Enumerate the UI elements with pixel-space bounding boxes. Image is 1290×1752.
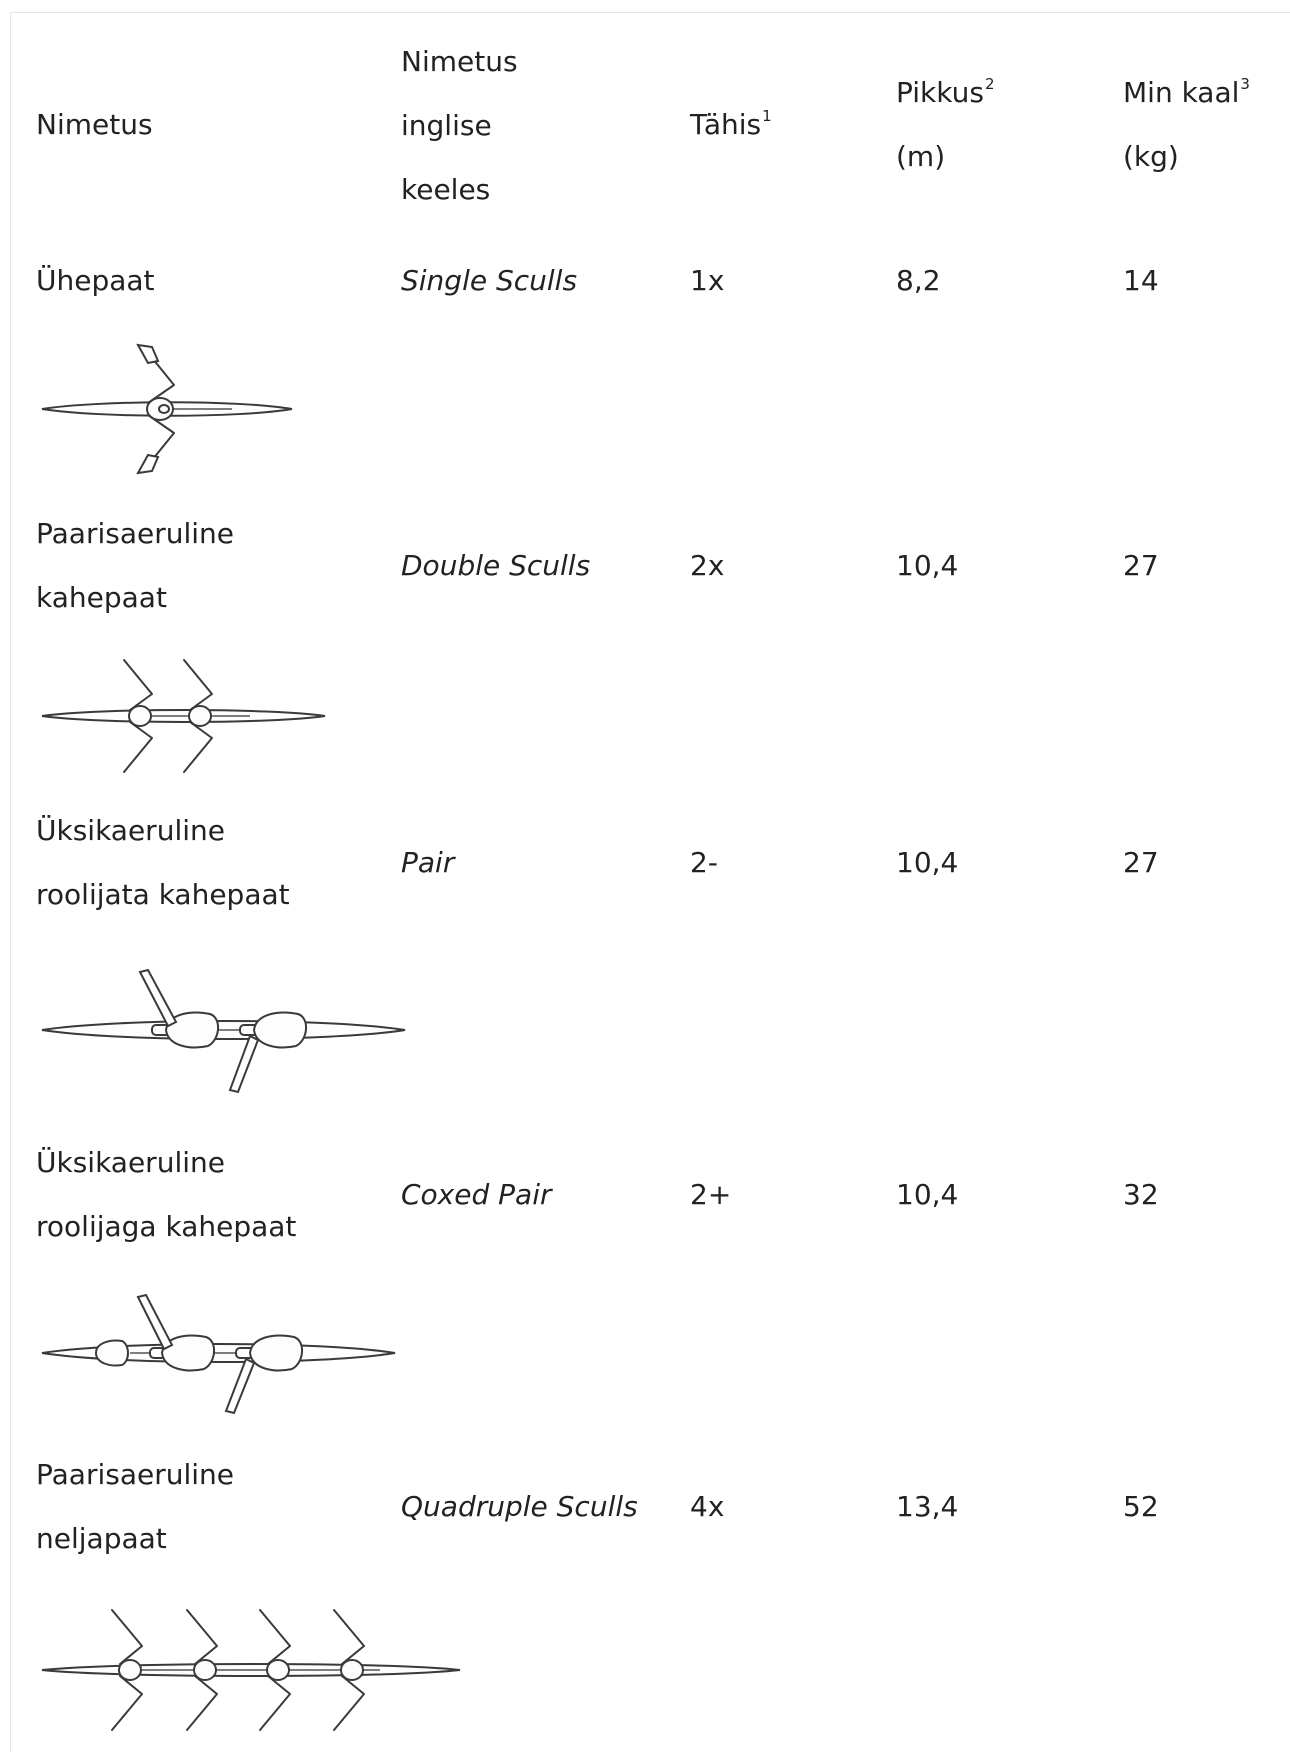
double-sculls-boat-icon [41, 659, 326, 773]
boat-weight: 27 [1123, 549, 1159, 582]
boat-english-name: Double Sculls [401, 549, 591, 582]
boat-weight: 27 [1123, 846, 1159, 879]
boat-length: 10,4 [896, 549, 959, 582]
header-length-unit: (m) [896, 140, 946, 173]
header-english-name-line1: Nimetus [401, 45, 518, 78]
header-english-name-line2: inglise [401, 109, 492, 142]
boat-code: 2+ [690, 1178, 732, 1211]
boat-english-name: Pair [401, 846, 455, 879]
boat-name-line2: kahepaat [36, 581, 167, 614]
boat-name-line2: roolijaga kahepaat [36, 1210, 297, 1243]
header-weight-unit: (kg) [1123, 140, 1179, 173]
boat-code: 2- [690, 846, 718, 879]
boat-english-name: Coxed Pair [401, 1178, 552, 1211]
boat-code: 1x [690, 264, 725, 297]
boat-name-line2: neljapaat [36, 1522, 167, 1555]
boat-english-name: Single Sculls [401, 264, 578, 297]
footnote-marker-1: 1 [762, 107, 772, 125]
header-weight: Min kaal3 [1123, 75, 1250, 109]
boat-weight: 32 [1123, 1178, 1159, 1211]
boat-name-line2: roolijata kahepaat [36, 878, 290, 911]
footnote-marker-3: 3 [1240, 75, 1250, 93]
boat-weight: 52 [1123, 1490, 1159, 1523]
header-code: Tähis1 [690, 107, 772, 141]
boat-code: 2x [690, 549, 725, 582]
boat-name-line1: Paarisaeruline [36, 517, 234, 550]
boat-english-name: Quadruple Sculls [401, 1490, 638, 1523]
pair-boat-icon [41, 968, 406, 1094]
quadruple-sculls-boat-icon [41, 1609, 461, 1731]
boat-weight: 14 [1123, 264, 1159, 297]
boat-code: 4x [690, 1490, 725, 1523]
page-frame [10, 12, 1290, 1752]
boat-name-line1: Üksikaeruline [36, 814, 225, 847]
footnote-marker-2: 2 [984, 75, 995, 93]
coxed-pair-boat-icon [41, 1293, 396, 1415]
boat-length: 10,4 [896, 846, 959, 879]
boat-length: 13,4 [896, 1490, 959, 1523]
header-name: Nimetus [36, 108, 153, 141]
header-length: Pikkus2 [896, 75, 995, 109]
header-english-name-line3: keeles [401, 173, 491, 206]
boat-length: 8,2 [896, 264, 941, 297]
boat-name-line1: Üksikaeruline [36, 1146, 225, 1179]
boat-name-line1: Paarisaeruline [36, 1458, 234, 1491]
boat-name: Ühepaat [36, 264, 155, 297]
single-sculls-boat-icon [41, 343, 293, 475]
boat-length: 10,4 [896, 1178, 959, 1211]
